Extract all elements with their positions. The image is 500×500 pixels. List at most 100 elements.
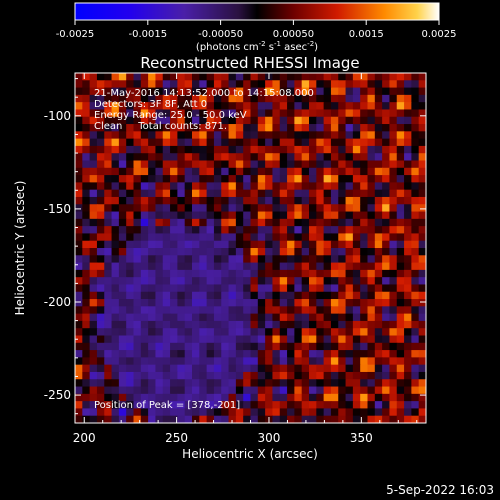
heatmap-cell [199, 299, 208, 307]
heatmap-cell [206, 408, 215, 417]
heatmap-cell [382, 248, 391, 256]
heatmap-cell [192, 138, 200, 147]
heatmap-cell [279, 386, 288, 395]
heatmap-cell [170, 145, 178, 154]
heatmap-cell [323, 357, 332, 366]
heatmap-cell [287, 109, 295, 118]
heatmap-cell [330, 350, 339, 358]
heatmap-cell [389, 131, 398, 140]
heatmap-cell [133, 240, 142, 249]
heatmap-cell [323, 342, 332, 351]
heatmap-cell [294, 124, 303, 132]
heatmap-cell [82, 335, 91, 344]
heatmap-cell [330, 218, 339, 227]
heatmap-cell [177, 233, 186, 242]
heatmap-cell [199, 320, 208, 329]
heatmap-cell [257, 291, 266, 300]
heatmap-cell [309, 189, 317, 198]
heatmap-cell [250, 94, 259, 103]
heatmap-cell [213, 160, 222, 169]
heatmap-cell [418, 182, 426, 191]
heatmap-cell [140, 131, 149, 140]
heatmap-cell [170, 262, 178, 271]
heatmap-cell [272, 350, 281, 358]
heatmap-cell [177, 320, 186, 329]
heatmap-cell [104, 255, 113, 264]
heatmap-cell [250, 211, 259, 220]
heatmap-cell [89, 189, 98, 198]
heatmap-cell [287, 145, 295, 154]
heatmap-cell [221, 196, 230, 205]
heatmap-cell [316, 335, 325, 344]
x-tick-label: 200 [73, 431, 96, 445]
heatmap-cell [345, 73, 354, 81]
heatmap-cell [104, 175, 113, 183]
heatmap-cell [301, 313, 310, 322]
heatmap-cell [389, 401, 398, 410]
heatmap-cell [133, 364, 142, 373]
heatmap-cell [330, 73, 339, 81]
heatmap-cell [352, 357, 361, 366]
heatmap-cell [243, 87, 252, 96]
heatmap-cell [192, 335, 200, 344]
colorbar-tick-label: -0.0025 [56, 29, 95, 40]
heatmap-cell [389, 240, 398, 249]
heatmap-cell [396, 175, 405, 183]
heatmap-cell [279, 262, 288, 271]
heatmap-cell [294, 102, 303, 111]
heatmap-cell [404, 102, 412, 111]
heatmap-cell [250, 109, 259, 118]
heatmap-cell [162, 299, 171, 307]
heatmap-cell [294, 94, 303, 103]
heatmap-cell [235, 204, 244, 213]
heatmap-cell [316, 102, 325, 111]
heatmap-cell [118, 269, 127, 278]
x-tick-label: 250 [165, 431, 188, 445]
heatmap-cell [279, 80, 288, 89]
heatmap-cell [133, 408, 142, 417]
heatmap-cell [162, 386, 171, 395]
heatmap-cell [374, 233, 383, 242]
heatmap-cell [192, 102, 200, 111]
heatmap-cell [243, 116, 252, 125]
heatmap-cell [352, 277, 361, 286]
heatmap-cell [396, 109, 405, 118]
heatmap-cell [294, 386, 303, 395]
heatmap-cell [213, 262, 222, 271]
heatmap-cell [323, 277, 332, 286]
heatmap-cell [287, 218, 295, 227]
heatmap-cell [133, 306, 142, 315]
heatmap-cell [89, 204, 98, 213]
heatmap-cell [418, 335, 426, 344]
heatmap-cell [257, 386, 266, 395]
heatmap-cell [294, 211, 303, 220]
heatmap-cell [272, 175, 281, 183]
heatmap-cell [374, 145, 383, 154]
heatmap-cell [96, 408, 105, 417]
heatmap-cell [272, 211, 281, 220]
heatmap-cell [118, 364, 127, 373]
heatmap-cell [228, 102, 237, 111]
heatmap-cell [148, 262, 157, 271]
heatmap-cell [294, 153, 303, 162]
heatmap-cell [133, 145, 142, 154]
heatmap-cell [316, 145, 325, 154]
heatmap-cell [235, 386, 244, 395]
heatmap-cell [309, 145, 317, 154]
heatmap-cell [382, 211, 391, 220]
heatmap-cell [272, 401, 281, 410]
heatmap-cell [133, 269, 142, 278]
heatmap-cell [126, 408, 135, 417]
heatmap-cell [228, 262, 237, 271]
heatmap-cell [221, 138, 230, 147]
heatmap-cell [89, 240, 98, 249]
heatmap-cell [396, 350, 405, 358]
heatmap-cell [89, 371, 98, 380]
heatmap-cell [367, 211, 376, 220]
heatmap-cell [243, 393, 252, 402]
heatmap-cell [111, 124, 120, 132]
heatmap-cell [82, 138, 91, 147]
heatmap-cell [235, 371, 244, 380]
heatmap-cell [177, 138, 186, 147]
heatmap-cell [75, 182, 83, 191]
